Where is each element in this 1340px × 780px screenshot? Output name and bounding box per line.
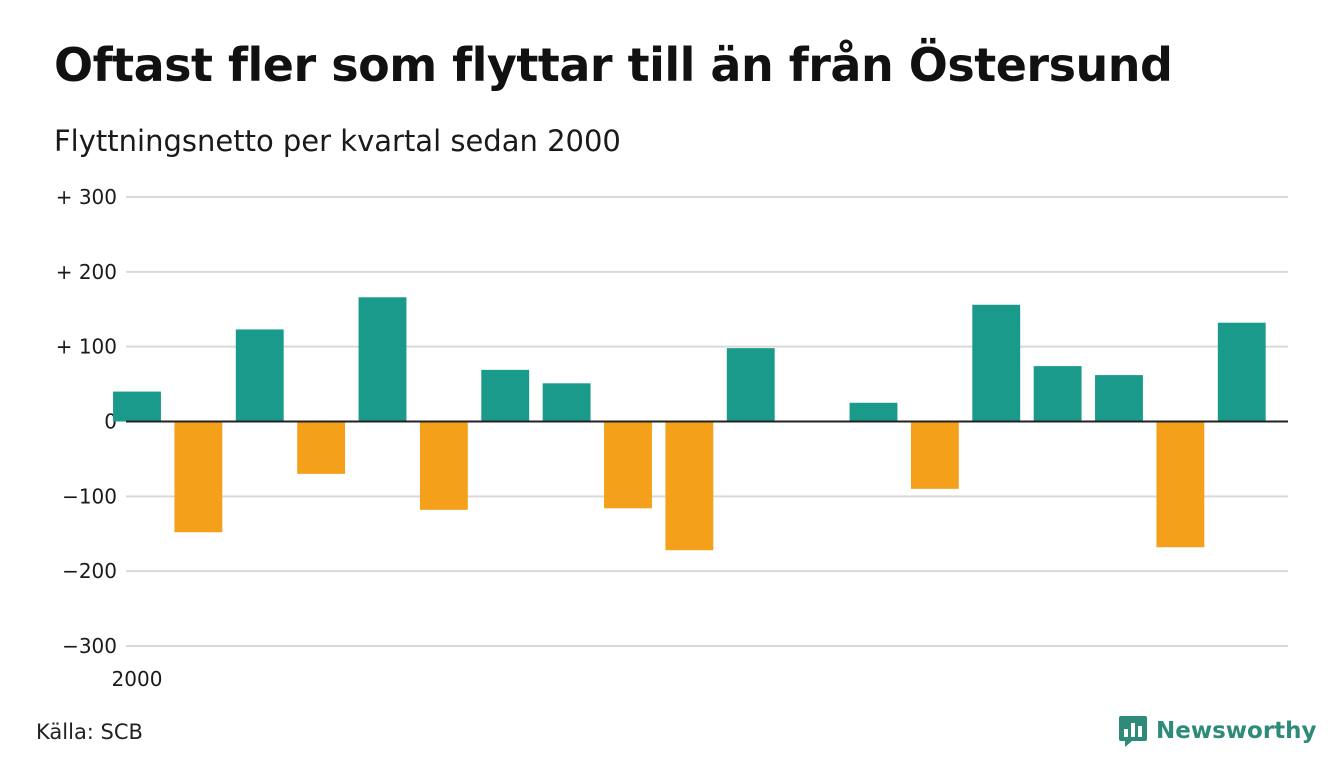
bar bbox=[665, 421, 714, 551]
bar bbox=[1156, 421, 1205, 548]
bar bbox=[297, 421, 346, 474]
bar bbox=[604, 421, 652, 509]
bar bbox=[481, 369, 530, 422]
grid-lines bbox=[126, 196, 1288, 647]
bar bbox=[726, 348, 775, 422]
brand-logo: Newsworthy bbox=[1118, 714, 1317, 748]
bar bbox=[174, 421, 223, 533]
bar bbox=[910, 421, 959, 489]
bars bbox=[113, 297, 1266, 551]
chart-title: Oftast fler som flyttar till än från Öst… bbox=[54, 38, 1173, 92]
y-tick-label: −200 bbox=[62, 559, 117, 583]
bar bbox=[1033, 366, 1082, 422]
bar bbox=[419, 421, 468, 510]
bar bbox=[1217, 322, 1266, 422]
bar bbox=[849, 402, 898, 422]
bar bbox=[358, 297, 407, 422]
source-note: Källa: SCB bbox=[36, 720, 143, 744]
bar bbox=[235, 329, 284, 422]
chart-subtitle: Flyttningsnetto per kvartal sedan 2000 bbox=[54, 124, 621, 158]
bar bbox=[972, 304, 1021, 422]
bar bbox=[113, 391, 161, 422]
y-tick-label: −300 bbox=[62, 634, 117, 658]
bar-chart-speech-bubble-icon bbox=[1119, 716, 1147, 747]
bar bbox=[542, 383, 591, 422]
brand-name: Newsworthy bbox=[1156, 718, 1317, 744]
y-tick-label: + 200 bbox=[56, 260, 117, 284]
y-tick-label: −100 bbox=[62, 484, 117, 508]
x-axis-ticks: 20002005201020152020 bbox=[112, 667, 1340, 691]
bar bbox=[1095, 375, 1143, 422]
y-tick-label: + 100 bbox=[56, 335, 117, 359]
x-tick-label: 2000 bbox=[112, 667, 163, 691]
y-tick-label: + 300 bbox=[56, 185, 117, 209]
